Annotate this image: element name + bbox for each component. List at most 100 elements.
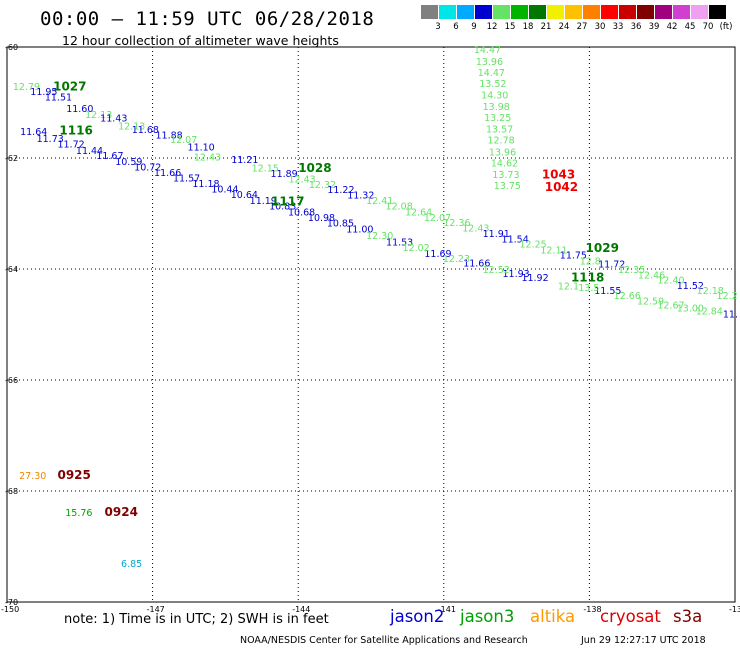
wave-height-label: 12.67 bbox=[657, 301, 684, 312]
wave-height-label: 11.00 bbox=[346, 224, 373, 235]
wave-height-label: 11.66 bbox=[154, 168, 181, 179]
wave-height-label: 15.76 bbox=[65, 508, 92, 519]
scale-tick-label: 3 bbox=[435, 22, 441, 32]
wave-height-label: 12.18 bbox=[697, 286, 724, 297]
credit-line: NOAA/NESDIS Center for Satellite Applica… bbox=[240, 635, 528, 646]
scale-tick-label: 9 bbox=[471, 22, 477, 32]
wave-height-label: 11.91 bbox=[483, 229, 510, 240]
scale-tick-label: 24 bbox=[558, 22, 570, 32]
latitude-label: -68 bbox=[5, 487, 18, 496]
wave-height-label: 13.96 bbox=[489, 147, 516, 158]
wave-height-label: 13.5 bbox=[578, 283, 599, 294]
wave-height-label: 12.2 bbox=[717, 291, 738, 302]
scale-tick-label: 36 bbox=[630, 22, 642, 32]
wave-height-label: 12.25 bbox=[520, 239, 547, 250]
map-frame bbox=[6, 46, 736, 603]
wave-height-label: 12.40 bbox=[657, 276, 684, 287]
observation-time-label: 1027 bbox=[53, 79, 86, 93]
wave-height-label: 11.44 bbox=[76, 146, 103, 157]
units-note: note: 1) Time is in UTC; 2) SWH is in fe… bbox=[64, 612, 329, 627]
scale-tick-label: 18 bbox=[522, 22, 534, 32]
scale-tick-label: 33 bbox=[612, 22, 624, 32]
wave-height-label: 10.72 bbox=[134, 162, 161, 173]
scale-swatch bbox=[673, 5, 690, 19]
observation-time-label: 1117 bbox=[271, 194, 304, 208]
scale-swatch bbox=[475, 5, 492, 19]
longitude-label: -147 bbox=[147, 605, 165, 614]
scale-tick-label: 21 bbox=[540, 22, 552, 32]
wave-height-label: 12.13 bbox=[85, 110, 112, 121]
scale-swatch bbox=[529, 5, 546, 19]
satellite-legend-altika: altika bbox=[530, 607, 576, 626]
wave-height-label: 11. bbox=[723, 309, 738, 320]
wave-height-label: 11.10 bbox=[188, 142, 215, 153]
wave-height-label: 13.73 bbox=[492, 170, 519, 181]
scale-swatch bbox=[511, 5, 528, 19]
wave-height-label: 14.30 bbox=[481, 91, 508, 102]
scale-swatch bbox=[637, 5, 654, 19]
scale-tick-label: 39 bbox=[648, 22, 660, 32]
wave-height-label: 12.46 bbox=[638, 271, 665, 282]
wave-height-label: 11.51 bbox=[45, 92, 72, 103]
observation-time-label: 0924 bbox=[105, 505, 138, 519]
wave-height-label: 12.02 bbox=[403, 243, 430, 254]
latitude-label: -62 bbox=[5, 154, 18, 163]
satellite-legend-s3a: s3a bbox=[673, 607, 703, 626]
wave-height-label: 10.68 bbox=[288, 207, 315, 218]
longitude-label: -144 bbox=[292, 605, 310, 614]
wave-height-label: 13.00 bbox=[677, 303, 704, 314]
scale-tick-label: 45 bbox=[684, 22, 696, 32]
scale-swatch bbox=[691, 5, 708, 19]
wave-height-label: 11.57 bbox=[173, 173, 200, 184]
wave-height-label: 14.62 bbox=[491, 158, 518, 169]
scale-swatch bbox=[583, 5, 600, 19]
scale-tick-label: 42 bbox=[666, 22, 678, 32]
wave-height-label: 11.68 bbox=[132, 125, 159, 136]
wave-height-label: 11.95 bbox=[30, 87, 57, 98]
longitude-label: -150 bbox=[1, 605, 19, 614]
observation-time-label: 1118 bbox=[571, 270, 604, 284]
wave-height-label: 12.07 bbox=[424, 213, 451, 224]
wave-height-label: 13.96 bbox=[476, 57, 503, 68]
wave-height-label: 12.52 bbox=[483, 265, 510, 276]
scale-swatch bbox=[493, 5, 510, 19]
wave-height-label: 12.78 bbox=[487, 136, 514, 147]
wave-height-label: 11.88 bbox=[156, 131, 183, 142]
scale-swatch bbox=[547, 5, 564, 19]
generated-timestamp: Jun 29 12:27:17 UTC 2018 bbox=[581, 635, 706, 646]
longitude-label: -141 bbox=[438, 605, 456, 614]
wave-height-label: 12.32 bbox=[309, 180, 336, 191]
satellite-legend-jason3: jason3 bbox=[460, 607, 515, 626]
wave-height-label: 12.64 bbox=[405, 207, 432, 218]
wave-height-label: 11.66 bbox=[463, 258, 490, 269]
wave-height-label: 12.1 bbox=[558, 282, 579, 293]
wave-height-label: 11.89 bbox=[271, 169, 298, 180]
wave-height-label: 11.54 bbox=[502, 234, 529, 245]
wave-height-label: 13.98 bbox=[483, 102, 510, 113]
wave-height-label: 10.85 bbox=[327, 218, 354, 229]
scale-tick-label: 15 bbox=[504, 22, 516, 32]
wave-height-label: 11.73 bbox=[37, 134, 64, 145]
wave-height-label: 11.19 bbox=[250, 196, 277, 207]
scale-tick-label: 30 bbox=[594, 22, 606, 32]
scale-swatch bbox=[421, 5, 438, 19]
wave-height-label: 10.44 bbox=[211, 185, 238, 196]
scale-swatch bbox=[565, 5, 582, 19]
wave-height-label: 12.43 bbox=[288, 175, 315, 186]
wave-height-label: 13.75 bbox=[494, 181, 521, 192]
satellite-legend-cryosat: cryosat bbox=[600, 607, 661, 626]
observation-time-label: 0925 bbox=[57, 468, 90, 482]
scale-tick-label: 27 bbox=[576, 22, 588, 32]
wave-height-label: 12.07 bbox=[170, 135, 197, 146]
wave-height-label: 12.43 bbox=[194, 152, 221, 163]
wave-height-label: 11.21 bbox=[231, 155, 258, 166]
wave-height-label: 27.30 bbox=[19, 471, 46, 482]
wave-height-label: 11.67 bbox=[96, 151, 123, 162]
wave-height-label: 11.52 bbox=[677, 281, 704, 292]
wave-height-label: 14.47 bbox=[474, 45, 501, 56]
wave-height-label: 10.83 bbox=[269, 202, 296, 213]
satellite-legend-jason2: jason2 bbox=[390, 607, 445, 626]
map-axis-labels: -60 -62 -64 -66 -68 -70-150 -147 -144 -141 -138 -1… bbox=[1, 43, 740, 614]
wave-height-label: 11.55 bbox=[594, 286, 621, 297]
wave-height-label: 12.36 bbox=[443, 218, 470, 229]
